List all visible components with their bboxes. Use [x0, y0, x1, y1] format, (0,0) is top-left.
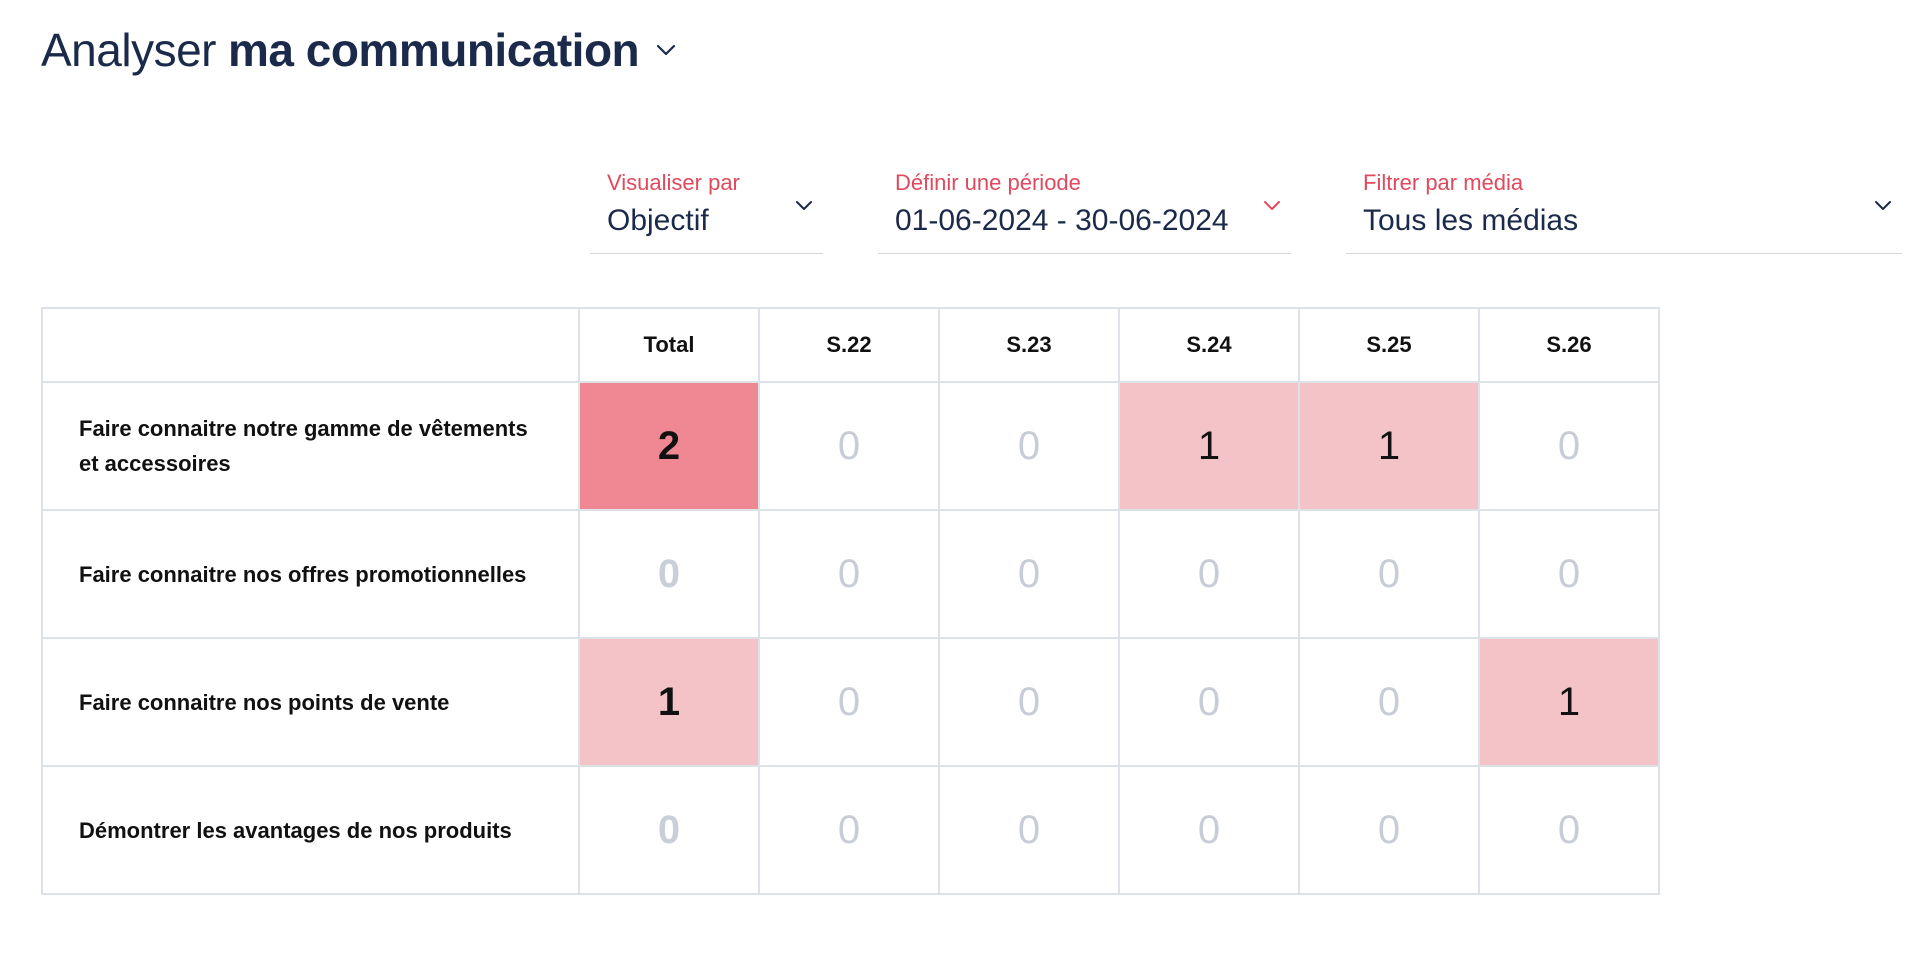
value-cell[interactable]: 0	[1118, 765, 1300, 895]
periode-select[interactable]: Définir une période 01-06-2024 - 30-06-2…	[878, 162, 1291, 254]
value-cell[interactable]: 0	[1298, 509, 1480, 639]
value-cell[interactable]: 0	[758, 381, 940, 511]
chevron-down-icon[interactable]	[1259, 192, 1285, 218]
value-cell[interactable]: 1	[1298, 381, 1480, 511]
chevron-down-icon[interactable]	[655, 39, 677, 61]
value-cell[interactable]: 0	[578, 765, 760, 895]
chevron-down-icon[interactable]	[1870, 192, 1896, 218]
value-cell[interactable]: 0	[1478, 381, 1660, 511]
header-empty-cell	[41, 307, 580, 383]
media-label: Filtrer par média	[1363, 170, 1524, 195]
value-cell[interactable]: 0	[1478, 765, 1660, 895]
value-cell[interactable]: 1	[1118, 381, 1300, 511]
column-header: S.26	[1478, 307, 1660, 383]
value-cell[interactable]: 0	[1298, 765, 1480, 895]
page-title-main: ma communication	[227, 24, 640, 76]
value-cell[interactable]: 0	[578, 509, 760, 639]
column-header: S.22	[758, 307, 940, 383]
value-cell[interactable]: 0	[938, 637, 1120, 767]
periode-value: 01-06-2024 - 30-06-2024	[895, 204, 1229, 237]
visualiser-par-value: Objectif	[607, 204, 709, 237]
page-title[interactable]: Analyser ma communication	[41, 20, 677, 80]
value-cell[interactable]: 1	[1478, 637, 1660, 767]
value-cell[interactable]: 2	[578, 381, 760, 511]
value-cell[interactable]: 0	[938, 509, 1120, 639]
objectives-matrix: Total S.22 S.23 S.24 S.25 S.26 Faire con…	[41, 307, 1660, 895]
column-header: S.24	[1118, 307, 1300, 383]
periode-label: Définir une période	[895, 170, 1081, 195]
value-cell[interactable]: 0	[938, 765, 1120, 895]
value-cell[interactable]: 0	[758, 637, 940, 767]
chevron-down-icon[interactable]	[791, 192, 817, 218]
table-header-row: Total S.22 S.23 S.24 S.25 S.26	[41, 307, 1660, 383]
table-row: Démontrer les avantages de nos produits …	[41, 765, 1660, 895]
value-cell[interactable]: 0	[938, 381, 1120, 511]
value-cell[interactable]: 0	[758, 765, 940, 895]
row-label: Faire connaitre nos points de vente	[41, 637, 580, 767]
page-title-prefix: Analyser	[41, 24, 216, 76]
table-row: Faire connaitre notre gamme de vêtements…	[41, 381, 1660, 511]
value-cell[interactable]: 0	[1118, 509, 1300, 639]
value-cell[interactable]: 0	[1298, 637, 1480, 767]
column-header: Total	[578, 307, 760, 383]
media-value: Tous les médias	[1363, 204, 1579, 237]
value-cell[interactable]: 0	[758, 509, 940, 639]
table-row: Faire connaitre nos points de vente 1 0 …	[41, 637, 1660, 767]
column-header: S.25	[1298, 307, 1480, 383]
media-select[interactable]: Filtrer par média Tous les médias	[1346, 162, 1902, 254]
table-row: Faire connaitre nos offres promotionnell…	[41, 509, 1660, 639]
row-label: Faire connaitre nos offres promotionnell…	[41, 509, 580, 639]
row-label: Faire connaitre notre gamme de vêtements…	[41, 381, 580, 511]
value-cell[interactable]: 1	[578, 637, 760, 767]
row-label: Démontrer les avantages de nos produits	[41, 765, 580, 895]
column-header: S.23	[938, 307, 1120, 383]
value-cell[interactable]: 0	[1118, 637, 1300, 767]
visualiser-par-label: Visualiser par	[607, 170, 740, 195]
visualiser-par-select[interactable]: Visualiser par Objectif	[590, 162, 823, 254]
value-cell[interactable]: 0	[1478, 509, 1660, 639]
